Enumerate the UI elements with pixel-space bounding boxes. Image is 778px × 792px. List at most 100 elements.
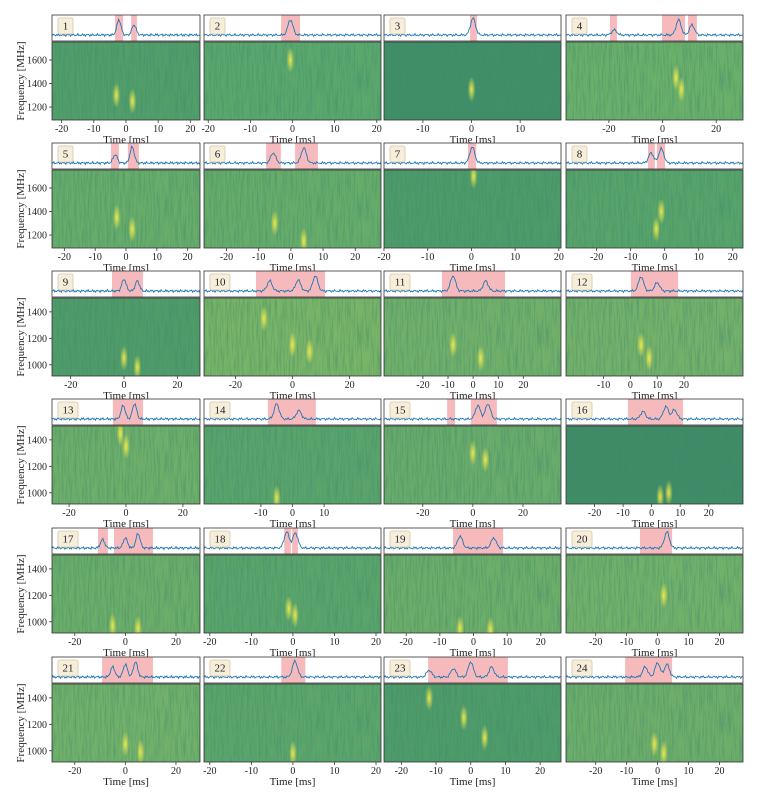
burst-emission bbox=[259, 305, 268, 332]
spectrogram bbox=[566, 426, 743, 504]
pulse-profile bbox=[566, 276, 743, 294]
x-tick-label: -20 bbox=[590, 252, 603, 263]
profile-panel bbox=[52, 143, 200, 169]
panel-label: 13 bbox=[63, 405, 75, 417]
x-tick-label: -10 bbox=[597, 380, 610, 391]
burst-span bbox=[127, 143, 139, 169]
spectrogram bbox=[384, 555, 561, 633]
burst-emission bbox=[299, 227, 308, 248]
x-tick-label: 10 bbox=[318, 252, 328, 263]
x-tick-label: 0 bbox=[124, 252, 129, 263]
burst-span bbox=[113, 528, 153, 554]
x-tick-label: 0 bbox=[471, 380, 476, 391]
y-tick-label: 1400 bbox=[27, 693, 47, 704]
x-axis-label: Time [ms] bbox=[632, 776, 678, 787]
x-tick-label: -20 bbox=[68, 637, 81, 648]
profile-frame bbox=[51, 398, 201, 426]
x-tick-label: -20 bbox=[395, 766, 408, 777]
panel-label: 11 bbox=[395, 277, 406, 289]
x-tick-label: 10 bbox=[500, 766, 510, 777]
x-tick-label: 20 bbox=[178, 508, 188, 519]
spectrogram bbox=[384, 684, 561, 762]
burst-emission bbox=[468, 440, 477, 467]
pulse-profile bbox=[566, 17, 743, 38]
burst-emission bbox=[652, 216, 661, 243]
x-tick-label: 0 bbox=[662, 252, 667, 263]
profile-panel bbox=[384, 143, 561, 169]
profile-frame bbox=[203, 398, 382, 426]
spectrogram-frame bbox=[565, 554, 744, 634]
burst-span bbox=[115, 15, 124, 41]
burst-emission bbox=[486, 616, 495, 633]
panel-label: 19 bbox=[395, 534, 407, 546]
y-tick-label: 1000 bbox=[27, 746, 47, 757]
burst-span bbox=[284, 528, 291, 554]
y-axis-label: Frequency [MHz] bbox=[15, 297, 27, 376]
x-tick-label: 0 bbox=[123, 766, 128, 777]
profile-frame bbox=[565, 656, 744, 684]
burst-emission bbox=[136, 739, 145, 762]
burst-emission bbox=[657, 198, 666, 225]
panel-label-box bbox=[209, 401, 231, 419]
burst-span bbox=[470, 15, 477, 41]
panel-label-box bbox=[571, 401, 593, 419]
x-tick-label: 0 bbox=[124, 508, 129, 519]
pulse-profile bbox=[204, 659, 381, 680]
x-tick-label: -10 bbox=[254, 508, 267, 519]
profile-frame bbox=[383, 527, 562, 555]
spectrogram-texture bbox=[566, 426, 743, 504]
spectrogram bbox=[566, 42, 743, 120]
y-tick-label: 1400 bbox=[27, 207, 47, 218]
y-axis-label: Frequency [MHz] bbox=[15, 41, 27, 120]
burst-emission bbox=[664, 479, 673, 504]
burst-span bbox=[112, 399, 144, 425]
panel-label-box bbox=[57, 530, 79, 548]
panel-label-box bbox=[571, 530, 593, 548]
burst-emission bbox=[650, 731, 659, 758]
y-tick-label: 1000 bbox=[27, 617, 47, 628]
x-tick-label: 0 bbox=[123, 637, 128, 648]
x-tick-label: 10 bbox=[510, 252, 520, 263]
x-tick-label: 0 bbox=[660, 124, 665, 135]
x-tick-label: 0 bbox=[290, 508, 295, 519]
spectrogram bbox=[52, 170, 200, 248]
profile-panel bbox=[384, 399, 561, 425]
burst-emission bbox=[133, 354, 142, 376]
panel-label: 4 bbox=[577, 21, 583, 33]
profile-panel bbox=[566, 271, 743, 297]
panel-label: 24 bbox=[577, 663, 589, 675]
panel-label-box bbox=[57, 145, 74, 163]
burst-emission bbox=[637, 331, 646, 358]
x-tick-label: -20 bbox=[589, 637, 602, 648]
x-tick-label: -10 bbox=[88, 252, 101, 263]
x-tick-label: -20 bbox=[55, 124, 68, 135]
panel-label: 10 bbox=[215, 277, 227, 289]
spectrogram bbox=[52, 426, 200, 504]
spectrogram-frame bbox=[383, 683, 562, 763]
burst-span bbox=[467, 143, 477, 169]
pulse-profile bbox=[384, 146, 561, 166]
pulse-profile bbox=[52, 279, 200, 294]
x-tick-label: -20 bbox=[203, 766, 216, 777]
x-tick-label: 20 bbox=[714, 637, 724, 648]
burst-span bbox=[110, 143, 119, 169]
spectrogram-texture bbox=[384, 555, 561, 633]
profile-panel bbox=[52, 15, 200, 41]
burst-emission bbox=[122, 433, 130, 460]
burst-emission bbox=[112, 82, 121, 109]
profile-frame bbox=[203, 270, 382, 298]
burst-emission bbox=[449, 331, 458, 358]
burst-span bbox=[255, 271, 326, 297]
burst-emission bbox=[467, 76, 476, 103]
pulse-profile bbox=[204, 403, 381, 422]
x-tick-label: -10 bbox=[416, 124, 429, 135]
x-tick-label: -10 bbox=[624, 252, 637, 263]
pulse-profile bbox=[52, 661, 200, 680]
profile-panel bbox=[204, 657, 381, 683]
x-tick-label: 0 bbox=[288, 252, 293, 263]
burst-span bbox=[112, 271, 143, 297]
y-tick-label: 1000 bbox=[27, 360, 47, 371]
burst-emission bbox=[656, 483, 665, 504]
profile-frame bbox=[383, 270, 562, 298]
spectrogram-frame bbox=[383, 554, 562, 634]
